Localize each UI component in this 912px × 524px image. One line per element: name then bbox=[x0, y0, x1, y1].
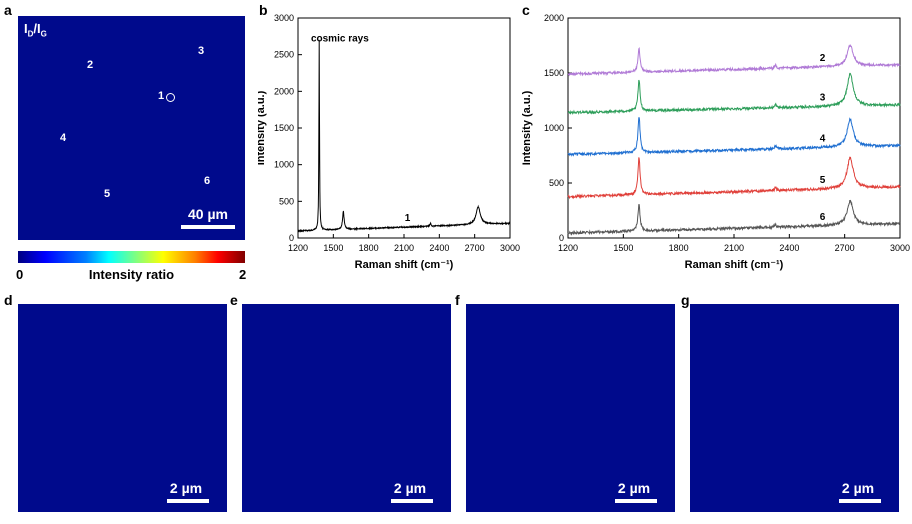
series-label-4: 4 bbox=[820, 134, 826, 145]
series-line-6 bbox=[567, 199, 901, 236]
y-axis-label: Intensity (a.u.) bbox=[521, 90, 533, 165]
x-tick-label: 2400 bbox=[779, 243, 799, 253]
scale-bar bbox=[167, 499, 209, 503]
y-axis-label: Intensity (a.u.) bbox=[258, 90, 267, 165]
y-tick-label: 3000 bbox=[274, 13, 294, 23]
map-point-1: 1 bbox=[158, 90, 165, 102]
map-point-3: 3 bbox=[198, 45, 205, 57]
x-axis-label: Raman shift (cm⁻¹) bbox=[685, 259, 784, 271]
y-tick-label: 1500 bbox=[274, 123, 294, 133]
x-tick-label: 1200 bbox=[288, 243, 308, 253]
series-line-3 bbox=[567, 72, 901, 115]
y-tick-label: 500 bbox=[549, 178, 564, 188]
y-tick-label: 1500 bbox=[544, 68, 564, 78]
series-line-5 bbox=[567, 156, 901, 200]
map-point-4: 4 bbox=[60, 132, 67, 144]
panel-label-a: a bbox=[4, 2, 12, 18]
colorbar bbox=[18, 251, 245, 263]
map-point-1-marker bbox=[166, 93, 175, 102]
map-point-2: 2 bbox=[87, 59, 94, 71]
map-point-5: 5 bbox=[104, 188, 111, 200]
panel-label-c: c bbox=[522, 2, 530, 18]
scale-bar-label: 40 µm bbox=[188, 206, 228, 222]
plot-frame bbox=[567, 17, 901, 239]
x-tick-label: 2400 bbox=[429, 243, 449, 253]
scale-bar-label: 2 µm bbox=[841, 480, 875, 496]
scale-bar-label: 2 µm bbox=[393, 480, 427, 496]
series-label-3: 3 bbox=[820, 93, 826, 104]
scale-bar bbox=[181, 225, 235, 229]
y-tick-label: 0 bbox=[559, 233, 564, 243]
raman-chart-c: 1200 1500 1800 2100 2400 2700 3000 0 500 1000 1500… bbox=[521, 13, 910, 271]
map-g: 2 µm bbox=[690, 304, 899, 512]
x-tick-label: 2100 bbox=[394, 243, 414, 253]
map-e: 2 µm bbox=[242, 304, 451, 512]
series-line-4 bbox=[567, 117, 901, 157]
y-tick-label: 2500 bbox=[274, 50, 294, 60]
map-point-6: 6 bbox=[204, 175, 211, 187]
scale-bar bbox=[391, 499, 433, 503]
panel-label-e: e bbox=[230, 292, 238, 308]
map-f: 2 µm bbox=[466, 304, 675, 512]
map-title: ID/IG bbox=[24, 21, 47, 39]
y-tick-label: 1000 bbox=[544, 123, 564, 133]
y-tick-label: 1000 bbox=[274, 160, 294, 170]
series-label-6: 6 bbox=[820, 212, 826, 223]
series-label-5: 5 bbox=[820, 175, 826, 186]
series-line-1 bbox=[297, 39, 511, 233]
panel-label-g: g bbox=[681, 292, 690, 308]
x-axis-label: Raman shift (cm⁻¹) bbox=[355, 259, 454, 271]
panel-label-d: d bbox=[4, 292, 13, 308]
series-line-2 bbox=[567, 44, 901, 77]
y-tick-label: 500 bbox=[279, 196, 294, 206]
y-tick-label: 0 bbox=[289, 233, 294, 243]
colorbar-min: 0 bbox=[16, 267, 24, 282]
x-tick-label: 2100 bbox=[724, 243, 744, 253]
y-tick-label: 2000 bbox=[544, 13, 564, 23]
scale-bar bbox=[615, 499, 657, 503]
map-d: 2 µm bbox=[18, 304, 227, 512]
x-tick-label: 1800 bbox=[359, 243, 379, 253]
annotation-cosmic-rays: cosmic rays bbox=[311, 33, 369, 44]
series-label-2: 2 bbox=[820, 53, 826, 64]
x-tick-label: 3000 bbox=[500, 243, 520, 253]
colorbar-label: Intensity ratio bbox=[88, 267, 175, 282]
panel-label-f: f bbox=[455, 292, 460, 308]
y-tick-label: 2000 bbox=[274, 86, 294, 96]
scale-bar bbox=[839, 499, 881, 503]
x-tick-label: 1500 bbox=[613, 243, 633, 253]
colorbar-max: 2 bbox=[239, 267, 247, 282]
scale-bar-label: 2 µm bbox=[169, 480, 203, 496]
x-tick-label: 1200 bbox=[558, 243, 578, 253]
panel-label-b: b bbox=[259, 2, 268, 18]
x-tick-label: 3000 bbox=[890, 243, 910, 253]
x-tick-label: 1800 bbox=[669, 243, 689, 253]
series-label-1: 1 bbox=[405, 213, 411, 224]
scale-bar-label: 2 µm bbox=[617, 480, 651, 496]
x-tick-label: 2700 bbox=[465, 243, 485, 253]
x-tick-label: 2700 bbox=[835, 243, 855, 253]
raman-chart-b: 1200 1500 1800 2100 2400 2700 3000 0 500 1000 1500… bbox=[258, 13, 520, 271]
ratio-map-a: ID/IG 1 2 3 4 5 6 40 µm bbox=[18, 16, 245, 240]
x-tick-label: 1500 bbox=[323, 243, 343, 253]
